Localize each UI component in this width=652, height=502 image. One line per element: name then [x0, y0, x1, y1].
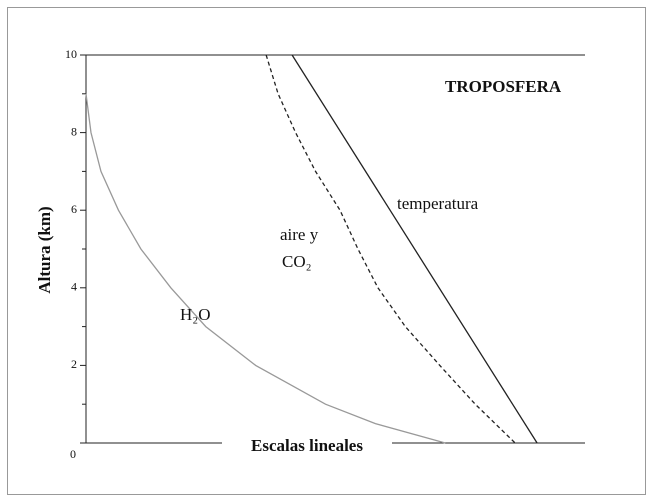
line-series [265, 54, 516, 444]
chart-title: TROPOSFERA [445, 77, 562, 96]
y-axis-label: Altura (km) [35, 206, 54, 293]
line-series [291, 54, 538, 444]
series-label: aire y [280, 225, 319, 244]
y-tick-label: 6 [71, 202, 77, 216]
y-tick-label: 2 [71, 357, 77, 371]
line-series [85, 93, 446, 444]
series-label: temperatura [397, 194, 479, 213]
x-axis-label: Escalas lineales [251, 436, 363, 455]
y-tick-label: 8 [71, 124, 77, 138]
series-label: CO₂ [282, 252, 312, 271]
y-tick-label: 10 [65, 47, 77, 61]
y-tick-label: 0 [70, 447, 76, 461]
series-label: H₂O [180, 305, 210, 324]
y-tick-label: 4 [71, 280, 77, 294]
frame [7, 7, 646, 495]
x-label-bg [222, 434, 392, 458]
